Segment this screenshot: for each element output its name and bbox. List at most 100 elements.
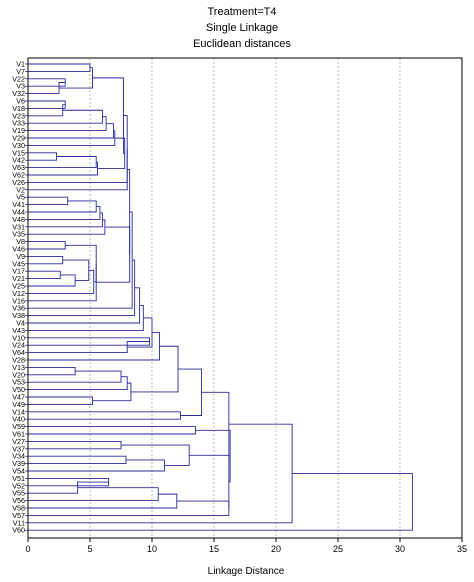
- merge-link: [28, 255, 64, 265]
- merge-link: [28, 274, 76, 287]
- leaf-label: V49: [12, 400, 25, 409]
- merge-link: [92, 77, 125, 154]
- merge-link: [28, 411, 181, 420]
- leaf-label: V24: [12, 341, 25, 350]
- merge-link: [28, 196, 69, 206]
- leaf-label: V21: [12, 274, 25, 283]
- merge-link: [28, 109, 103, 124]
- merge-link: [121, 444, 190, 466]
- leaf-label: V36: [12, 304, 25, 313]
- merge-link: [28, 156, 97, 169]
- leaf-label: V6: [16, 97, 25, 106]
- leaf-label: V17: [12, 267, 25, 276]
- leaf-label: V41: [12, 200, 25, 209]
- leaf-label: V9: [16, 252, 25, 261]
- merge-link: [28, 259, 136, 317]
- leaf-label: V34: [12, 452, 25, 461]
- chart-subtitle-distance: Euclidean distances: [193, 38, 291, 50]
- x-tick-label: 10: [147, 544, 157, 554]
- leaf-label: V25: [12, 282, 25, 291]
- merge-link: [28, 366, 76, 376]
- leaf-label: V50: [12, 385, 25, 394]
- leaf-label: V48: [12, 215, 25, 224]
- leaf-label: V1: [16, 60, 25, 69]
- merge-link: [28, 206, 101, 220]
- merge-link: [28, 100, 66, 109]
- leaf-label: V22: [12, 74, 25, 83]
- x-tick-label: 30: [395, 544, 405, 554]
- merge-link: [28, 304, 144, 331]
- grid-lines: [89, 58, 401, 538]
- merge-link: [28, 396, 93, 405]
- leaf-label: V56: [12, 496, 25, 505]
- leaf-label: V47: [12, 393, 25, 402]
- leaf-label: V53: [12, 378, 25, 387]
- leaf-label: V46: [12, 245, 25, 254]
- leaf-label: V38: [12, 311, 25, 320]
- x-axis-ticks: 0 5 10 15 20 25 30 35: [25, 538, 467, 554]
- leaf-label: V23: [12, 111, 25, 120]
- merge-link: [59, 67, 93, 89]
- leaf-label: V37: [12, 444, 25, 453]
- leaf-label: V26: [12, 178, 25, 187]
- merge-link: [28, 148, 128, 191]
- merge-link: [97, 137, 126, 169]
- merge-link: [28, 332, 160, 361]
- merge-link: [28, 269, 95, 294]
- x-tick-label: 0: [25, 544, 30, 554]
- leaf-label: V7: [16, 67, 25, 76]
- x-tick-label: 20: [271, 544, 281, 554]
- merge-link: [201, 391, 231, 457]
- leaf-label: V63: [12, 163, 25, 172]
- leaf-label: V31: [12, 222, 25, 231]
- merge-link: [178, 368, 203, 416]
- x-tick-label: 35: [457, 544, 467, 554]
- leaf-label: V5: [16, 193, 25, 202]
- x-tick-label: 5: [87, 544, 92, 554]
- leaf-label: V44: [12, 208, 25, 217]
- leaf-label: V57: [12, 511, 25, 520]
- merge-link: [28, 270, 61, 280]
- leaf-label: V4: [16, 319, 25, 328]
- leaf-label: V3: [16, 82, 25, 91]
- leaf-label: V8: [16, 237, 25, 246]
- merge-link: [28, 63, 91, 72]
- merge-link: [28, 473, 413, 531]
- merge-link: [28, 455, 127, 465]
- leaf-label: V28: [12, 356, 25, 365]
- leaf-label: V54: [12, 467, 25, 476]
- merge-link: [28, 426, 196, 435]
- leaf-label: V42: [12, 156, 25, 165]
- merge-link: [28, 241, 66, 250]
- leaf-label: V43: [12, 326, 25, 335]
- merge-link: [28, 493, 178, 509]
- leaf-label: V32: [12, 89, 25, 98]
- merge-link: [28, 152, 57, 161]
- merge-link: [62, 259, 90, 281]
- leaf-label: V52: [12, 481, 25, 490]
- merge-link: [92, 382, 132, 402]
- merge-link: [28, 104, 66, 117]
- leaf-label: V58: [12, 504, 25, 513]
- merge-link: [28, 212, 103, 228]
- leaf-label: V60: [12, 526, 25, 535]
- merge-link: [28, 370, 122, 383]
- merge-link: [65, 244, 97, 283]
- leaf-label: V20: [12, 370, 25, 379]
- leaf-label: V14: [12, 407, 25, 416]
- leaf-label: V62: [12, 171, 25, 180]
- leaf-label: V61: [12, 430, 25, 439]
- merge-link: [127, 168, 131, 255]
- merge-link: [189, 454, 230, 509]
- leaf-label: V27: [12, 437, 25, 446]
- leaf-label: V12: [12, 289, 25, 298]
- leaf-label: V16: [12, 296, 25, 305]
- merge-link: [195, 429, 231, 483]
- merge-link: [28, 500, 230, 516]
- plot-frame: [27, 57, 463, 539]
- leaf-label: V11: [13, 518, 25, 527]
- x-tick-label: 15: [209, 544, 219, 554]
- merge-link: [28, 440, 122, 450]
- leaf-label: V10: [12, 333, 25, 342]
